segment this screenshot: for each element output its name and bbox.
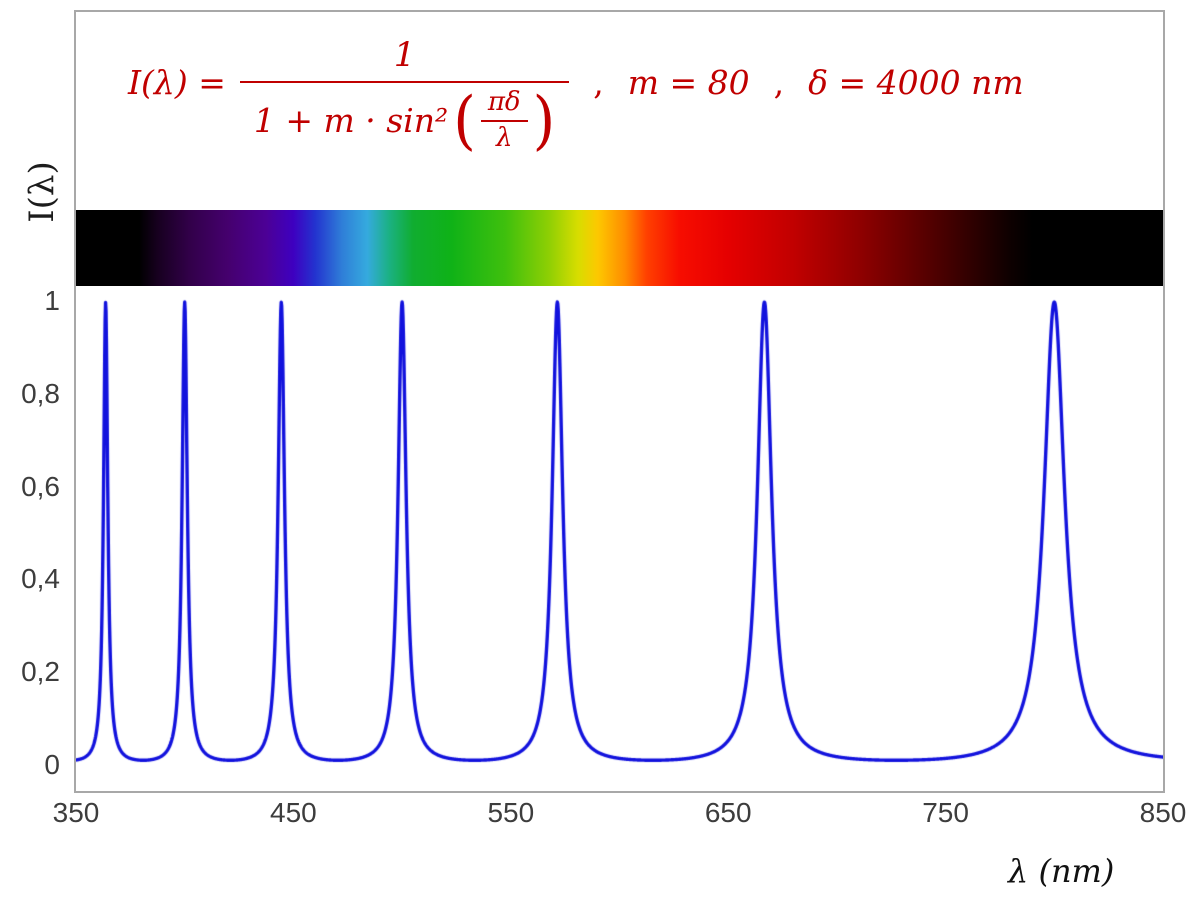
y-tick-label: 0 [44,749,60,780]
formula-denominator-prefix: 1 + m · sin² [253,100,449,140]
x-tick-label: 750 [922,797,969,828]
x-tick-label: 450 [270,797,317,828]
x-tick-label: 550 [487,797,535,828]
y-axis-title: I(λ) [22,161,62,223]
x-tick-label: 650 [704,797,752,828]
y-tick-label: 0,6 [21,470,60,502]
y-tick-label: 1 [44,285,60,316]
spectrum-bar [76,210,1163,286]
formula-inner-denominator: λ [495,122,513,153]
formula: I(λ) = 1 1 + m · sin² ( πδ λ ) , m = 80 … [128,34,1024,154]
formula-lhs: I(λ) = [128,62,226,102]
formula-separator-1: , [593,62,604,102]
open-paren: ( [453,82,476,158]
close-paren: ) [532,82,556,158]
x-axis-title: λ (nm) [1008,852,1115,890]
formula-numerator: 1 [393,35,416,75]
y-tick-label: 0,2 [21,656,60,688]
x-tick-label: 350 [52,797,100,828]
x-tick-label: 850 [1139,797,1187,828]
y-tick-label: 0,4 [21,563,60,595]
formula-inner-numerator: πδ [480,87,528,122]
formula-m-value: m = 80 [627,62,750,102]
formula-delta-value: δ = 4000 nm [808,62,1024,102]
y-tick-label: 0,8 [21,377,60,409]
formula-fraction: 1 1 + m · sin² ( πδ λ ) [239,34,570,158]
formula-inner-fraction: πδ λ [480,87,528,153]
formula-denominator: 1 + m · sin² ( πδ λ ) [239,81,570,158]
formula-separator-2: , [773,62,785,102]
intensity-curve [76,288,1163,791]
